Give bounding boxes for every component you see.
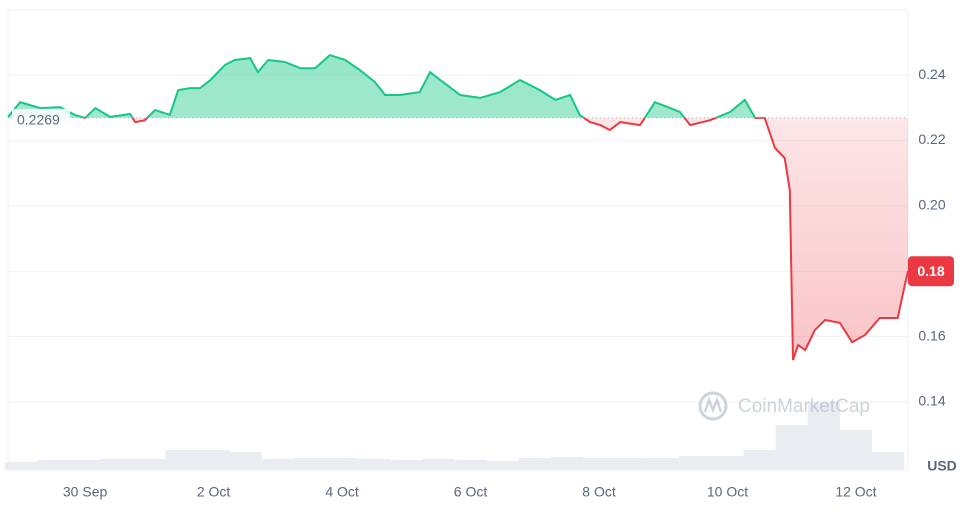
volume-bar: [711, 456, 744, 470]
volume-bar: [839, 430, 873, 470]
area-up: [8, 55, 908, 118]
volume-bar: [679, 456, 712, 470]
volume-bar: [486, 461, 519, 470]
volume-bar: [101, 459, 134, 470]
x-tick-label: 10 Oct: [707, 484, 748, 500]
volume-bar: [775, 425, 808, 470]
volume-bar: [647, 458, 680, 470]
volume-bar: [133, 459, 166, 470]
volume-bar: [325, 458, 359, 470]
y-tick-label: 0.24: [918, 66, 945, 82]
volume-bar: [615, 458, 648, 470]
volume-bar: [358, 459, 391, 470]
x-tick-label: 2 Oct: [197, 484, 231, 500]
volume-bar: [229, 452, 262, 470]
volume-bar: [454, 460, 487, 470]
volume-bar: [261, 459, 294, 470]
volume-bar: [550, 457, 583, 470]
x-tick-label: 4 Oct: [325, 484, 359, 500]
y-tick-label: 0.22: [918, 131, 945, 147]
price-line-down: [81, 117, 909, 361]
y-tick-label: 0.14: [918, 393, 945, 409]
x-tick-label: 8 Oct: [582, 484, 616, 500]
volume-bar: [293, 458, 326, 470]
price-tag: [908, 256, 954, 287]
currency-label: USD: [927, 458, 957, 474]
baseline-label: 0.2269: [17, 112, 60, 128]
volume-bar: [4, 462, 37, 470]
area-down: [85, 117, 908, 361]
volume-bar: [165, 450, 198, 470]
price-tag-label: 0.18: [917, 263, 944, 279]
volume-bar: [582, 458, 616, 470]
price-line-up: [7, 53, 766, 118]
volume-bar: [872, 452, 905, 470]
x-tick-label: 30 Sep: [63, 484, 108, 500]
volume-bar: [69, 460, 102, 470]
watermark-text: CoinMarketCap: [738, 396, 870, 417]
volume-bar: [197, 450, 230, 470]
y-tick-label: 0.16: [918, 327, 945, 343]
volume-bar: [518, 458, 551, 470]
watermark: CoinMarketCap: [698, 391, 870, 421]
x-tick-label: 6 Oct: [454, 484, 488, 500]
baseline-label-box: [12, 108, 70, 127]
volume-bar: [422, 459, 455, 470]
x-tick-label: 12 Oct: [835, 484, 876, 500]
volume-bar: [36, 460, 70, 470]
volume-bar: [743, 450, 776, 470]
volume-bar: [807, 402, 840, 470]
volume-bar: [390, 460, 423, 470]
y-tick-label: 0.20: [918, 197, 945, 213]
